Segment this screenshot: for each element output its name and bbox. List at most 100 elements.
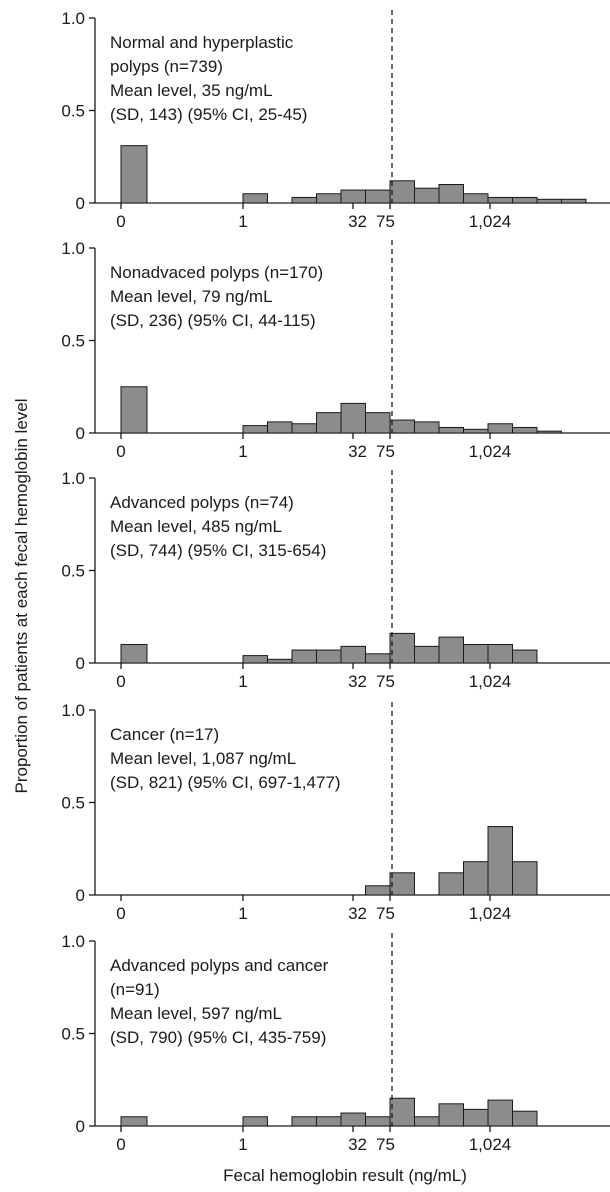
y-tick-label: 1.0: [61, 9, 85, 28]
y-tick-label: 0.5: [61, 332, 85, 351]
annotation-line: (n=91): [110, 980, 160, 999]
annotation-line: Mean level, 1,087 ng/mL: [110, 749, 296, 768]
annotation-line: (SD, 744) (95% CI, 315-654): [110, 541, 326, 560]
x-tick-label: 1,024: [469, 212, 512, 231]
bar-zero: [120, 644, 148, 664]
y-tick-label: 0.5: [61, 794, 85, 813]
y-tick-label: 0: [76, 424, 85, 443]
x-tick-label: 1,024: [469, 442, 512, 461]
annotation-line: (SD, 236) (95% CI, 44-115): [110, 311, 316, 330]
x-tick-label: 0: [116, 442, 125, 461]
annotation-line: Mean level, 79 ng/mL: [110, 287, 273, 306]
bar: [291, 1116, 317, 1127]
x-tick-label: 1: [238, 212, 247, 231]
bar: [267, 658, 293, 664]
y-tick-label: 0: [76, 1117, 85, 1136]
annotation-line: Normal and hyperplastic: [110, 33, 294, 52]
bar: [463, 193, 489, 204]
bar: [487, 196, 513, 204]
panel-1: 0 0.5 1.0 0 1 32 75 1,024 Normal and hyperplasti…: [61, 9, 610, 231]
x-tick-label: 75: [376, 212, 395, 231]
y-tick-label: 0.5: [61, 1025, 85, 1044]
bar: [340, 645, 366, 664]
y-tick-label: 0.5: [61, 102, 85, 121]
bar: [536, 198, 562, 204]
y-tick-label: 0: [76, 194, 85, 213]
bar: [365, 189, 391, 204]
bar: [316, 1116, 342, 1127]
bar: [267, 421, 293, 434]
panel-5: 0 0.5 1.0 0 1 32 75 1,024 Advanced polyps and ca…: [61, 932, 610, 1154]
bar: [291, 196, 317, 204]
bar-zero: [120, 145, 148, 204]
bar: [242, 655, 268, 664]
x-tick-label: 75: [376, 1135, 395, 1154]
x-tick-label: 1: [238, 1135, 247, 1154]
annotation-line: polyps (n=739): [110, 57, 223, 76]
x-tick-label: 1,024: [469, 904, 512, 923]
bar: [291, 649, 317, 664]
bar: [389, 632, 415, 664]
bar: [365, 653, 391, 664]
x-tick-label: 1,024: [469, 1135, 512, 1154]
annotation-line: Advanced polyps (n=74): [110, 493, 294, 512]
bar: [414, 187, 440, 204]
bar: [438, 636, 464, 664]
x-tick-label: 1: [238, 904, 247, 923]
bar: [365, 412, 391, 434]
panel-3: 0 0.5 1.0 0 1 32 75 1,024 Advanced polyps (n=74)…: [61, 469, 610, 691]
bar: [463, 861, 489, 896]
annotation-line: Nonadvaced polyps (n=170): [110, 263, 323, 282]
bar: [389, 872, 415, 896]
bar: [536, 430, 562, 434]
y-tick-label: 1.0: [61, 701, 85, 720]
bar: [487, 826, 513, 896]
annotation-line: Cancer (n=17): [110, 725, 219, 744]
bar: [291, 423, 317, 434]
bar: [340, 402, 366, 434]
annotation-line: (SD, 790) (95% CI, 435-759): [110, 1028, 326, 1047]
annotation-line: (SD, 143) (95% CI, 25-45): [110, 105, 307, 124]
bar: [365, 885, 391, 896]
bar-zero: [120, 386, 148, 434]
bar: [414, 421, 440, 434]
x-tick-label: 75: [376, 672, 395, 691]
bar: [389, 419, 415, 434]
bar: [438, 426, 464, 434]
bar: [316, 412, 342, 434]
annotation-line: Mean level, 597 ng/mL: [110, 1004, 282, 1023]
y-tick-label: 1.0: [61, 239, 85, 258]
bar: [487, 423, 513, 434]
bar: [242, 193, 268, 204]
x-tick-label: 0: [116, 672, 125, 691]
bar: [487, 644, 513, 664]
bar: [438, 1103, 464, 1127]
bar: [414, 645, 440, 664]
panel-2: 0 0.5 1.0 0 1 32 75 1,024 Nonadvaced polyps (n=1…: [61, 239, 610, 461]
annotation-line: (SD, 821) (95% CI, 697-1,477): [110, 773, 341, 792]
bar: [487, 1099, 513, 1127]
bar: [463, 644, 489, 664]
x-axis-title: Fecal hemoglobin result (ng/mL): [223, 1166, 467, 1185]
bar: [316, 649, 342, 664]
bar: [438, 872, 464, 896]
bar: [512, 861, 538, 896]
panel-4: 0 0.5 1.0 0 1 32 75 1,024 Cancer (n=17) Mean leve…: [61, 701, 610, 923]
bar: [512, 649, 538, 664]
bar: [512, 1110, 538, 1127]
x-tick-label: 32: [348, 212, 367, 231]
y-tick-label: 1.0: [61, 932, 85, 951]
annotation-line: Advanced polyps and cancer: [110, 956, 329, 975]
annotation-line: Mean level, 35 ng/mL: [110, 81, 273, 100]
bar: [414, 1116, 440, 1127]
bar: [389, 180, 415, 204]
bar: [512, 426, 538, 434]
bar: [561, 198, 587, 204]
x-tick-label: 1,024: [469, 672, 512, 691]
bar: [438, 184, 464, 204]
x-tick-label: 75: [376, 904, 395, 923]
x-tick-label: 32: [348, 672, 367, 691]
x-tick-label: 0: [116, 904, 125, 923]
bar-zero: [120, 1116, 148, 1127]
bar: [463, 1108, 489, 1127]
